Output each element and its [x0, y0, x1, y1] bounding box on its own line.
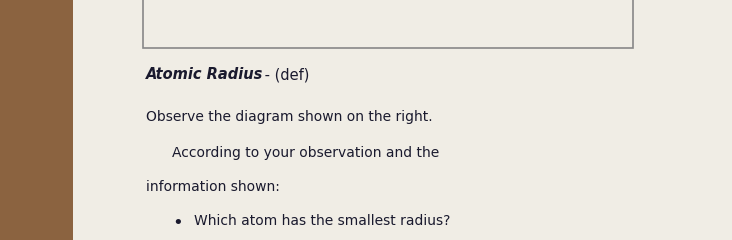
Text: information shown:: information shown: [146, 180, 280, 194]
Text: According to your observation and the: According to your observation and the [172, 146, 439, 160]
Text: Observe the diagram shown on the right.: Observe the diagram shown on the right. [146, 110, 433, 124]
Polygon shape [0, 0, 161, 240]
Text: Atomic Radius: Atomic Radius [146, 67, 264, 82]
FancyBboxPatch shape [73, 0, 732, 240]
Text: Which atom has the smallest radius?: Which atom has the smallest radius? [194, 214, 450, 228]
Text: - (def): - (def) [260, 67, 309, 82]
FancyBboxPatch shape [143, 0, 633, 48]
Text: •: • [172, 214, 183, 232]
